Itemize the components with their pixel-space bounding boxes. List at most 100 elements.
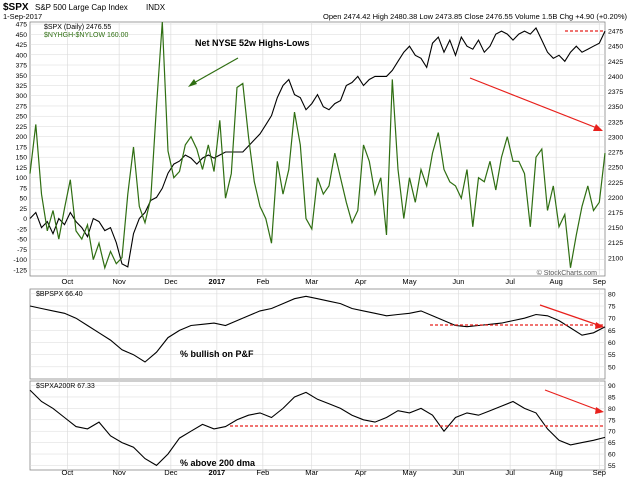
bottom-x-tick-label: Jun — [452, 468, 464, 477]
main-left-tick-label: -25 — [17, 226, 27, 233]
chart-title: S&P 500 Large Cap Index — [35, 3, 128, 12]
main-x-tick-label: 2017 — [209, 277, 226, 286]
main-left-tick-label: 325 — [16, 83, 28, 90]
spxa200r-divergence-arrow — [544, 389, 599, 411]
bpspx-divergence-arrow — [539, 304, 599, 326]
bottom-x-tick-label: Sep — [593, 468, 606, 477]
main-right-tick-label: 2200 — [608, 195, 623, 202]
chart-symbol: $SPX — [3, 2, 29, 13]
main-left-tick-label: 200 — [16, 134, 28, 141]
main-right-tick-label: 2400 — [608, 74, 623, 81]
spxa200r-tick-label: 75 — [608, 417, 616, 424]
bottom-x-tick-label: Nov — [112, 468, 126, 477]
main-left-tick-label: 125 — [16, 165, 28, 172]
bpspx-tick-label: 50 — [608, 364, 616, 371]
price-divergence-arrowhead — [593, 124, 603, 131]
gridlines — [30, 22, 605, 470]
bottom-x-tick-label: Jul — [505, 468, 515, 477]
main-left-tick-label: 250 — [16, 114, 28, 121]
bpspx-label: % bullish on P&F — [180, 349, 254, 359]
bpspx-panel-frame — [29, 288, 606, 380]
spxa200r-tick-label: 55 — [608, 463, 616, 470]
axis-labels: Oct Oct Nov Nov Dec Dec 2017 2017 Feb Feb Mar Mar Ap… — [13, 22, 623, 477]
main-x-tick-label: Aug — [549, 277, 562, 286]
bottom-x-tick-label: Mar — [305, 468, 318, 477]
main-x-tick-label: Mar — [305, 277, 318, 286]
main-right-tick-label: 2175 — [608, 210, 623, 217]
spxa200r-tick-label: 85 — [608, 394, 616, 401]
bpspx-line — [29, 295, 606, 363]
main-right-tick-label: 2150 — [608, 225, 623, 232]
main-x-tick-label: Jul — [505, 277, 515, 286]
main-left-tick-label: 0 — [23, 216, 27, 223]
main-left-tick-label: 75 — [19, 185, 27, 192]
main-right-tick-label: 2475 — [608, 29, 623, 36]
ohlc-quote: Open 2474.42 High 2480.38 Low 2473.85 Cl… — [323, 12, 627, 21]
main-left-tick-label: -125 — [13, 267, 27, 274]
bpspx-tick-label: 80 — [608, 291, 616, 298]
spxa200r-tick-label: 80 — [608, 406, 616, 413]
highs-lows-arrow — [191, 57, 239, 85]
main-x-tick-label: Sep — [593, 277, 606, 286]
main-left-tick-label: 175 — [16, 144, 28, 151]
main-right-tick-label: 2350 — [608, 104, 623, 111]
main-x-tick-label: Jun — [452, 277, 464, 286]
bpspx-tick-label: 70 — [608, 316, 616, 323]
legend-nyhgh-nylow: $NYHGH-$NYLOW 160.00 — [44, 32, 129, 39]
main-right-tick-label: 2325 — [608, 119, 623, 126]
legend-spx: $SPX (Daily) 2476.55 — [44, 24, 111, 31]
bpspx-tick-label: 65 — [608, 328, 616, 335]
chart-date: 1-Sep-2017 — [3, 12, 42, 21]
legend-bpspx: $BPSPX 66.40 — [36, 291, 83, 298]
spxa200r-label: % above 200 dma — [180, 458, 256, 468]
bottom-x-tick-label: Feb — [256, 468, 269, 477]
spxa200r-tick-label: 90 — [608, 383, 616, 390]
main-left-tick-label: 375 — [16, 63, 28, 70]
bottom-x-tick-label: Aug — [549, 468, 562, 477]
main-left-tick-label: -100 — [13, 257, 27, 264]
bottom-x-tick-label: 2017 — [209, 468, 226, 477]
bpspx-tick-label: 60 — [608, 340, 616, 347]
main-right-tick-label: 2425 — [608, 59, 623, 66]
bpspx-divergence-arrowhead — [595, 322, 604, 329]
chart-exchange: INDX — [146, 3, 166, 12]
main-right-tick-label: 2250 — [608, 165, 623, 172]
spxa200r-tick-label: 65 — [608, 440, 616, 447]
main-x-tick-label: Oct — [62, 277, 75, 286]
legend-spxa200r: $SPXA200R 67.33 — [36, 383, 95, 390]
bottom-x-tick-label: May — [402, 468, 416, 477]
main-right-tick-label: 2100 — [608, 255, 623, 262]
spx-price-line — [29, 27, 606, 268]
main-left-tick-label: 50 — [19, 196, 27, 203]
bpspx-tick-label: 55 — [608, 352, 616, 359]
main-x-tick-label: Nov — [112, 277, 126, 286]
bottom-x-tick-label: Dec — [164, 468, 178, 477]
main-x-tick-label: Apr — [355, 277, 367, 286]
main-left-tick-label: 450 — [16, 32, 28, 39]
main-left-tick-label: 300 — [16, 93, 28, 100]
main-right-tick-label: 2125 — [608, 240, 623, 247]
main-left-tick-label: 100 — [16, 175, 28, 182]
spxa200r-panel-frame — [29, 380, 606, 471]
nyhgh-nylow-line — [29, 21, 606, 270]
main-left-tick-label: 425 — [16, 42, 28, 49]
spxa200r-tick-label: 70 — [608, 429, 616, 436]
annotations — [188, 30, 605, 427]
spxa200r-divergence-arrowhead — [595, 407, 604, 414]
main-left-tick-label: 475 — [16, 22, 28, 29]
main-left-tick-label: 275 — [16, 103, 28, 110]
main-left-tick-label: -75 — [17, 247, 27, 254]
highs-lows-arrowhead — [188, 79, 197, 87]
bottom-x-tick-label: Apr — [355, 468, 367, 477]
main-left-tick-label: -50 — [17, 237, 27, 244]
spxa200r-line — [29, 389, 606, 467]
price-divergence-arrow — [469, 77, 598, 129]
main-right-tick-label: 2225 — [608, 180, 623, 187]
main-right-tick-label: 2300 — [608, 134, 623, 141]
main-left-tick-label: 150 — [16, 155, 28, 162]
bottom-x-tick-label: Oct — [62, 468, 75, 477]
series-lines — [29, 21, 606, 467]
main-left-tick-label: 350 — [16, 73, 28, 80]
main-left-tick-label: 25 — [19, 206, 27, 213]
